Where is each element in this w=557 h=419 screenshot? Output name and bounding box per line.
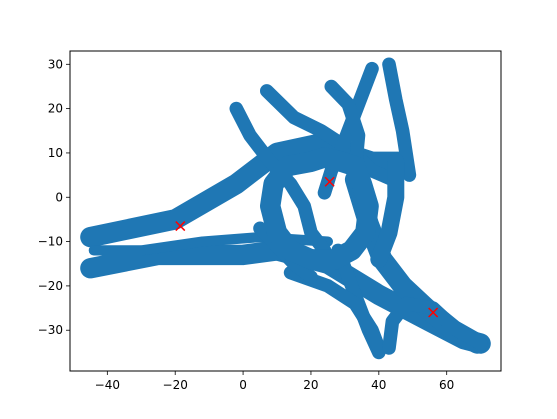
scatter-point-band-14 [260, 147, 379, 270]
red-x-marker [175, 221, 186, 232]
plot-frame [69, 50, 502, 372]
scatter-point-band-8 [324, 79, 366, 178]
x-tick-label: −20 [163, 378, 188, 392]
scatter-point-band-15 [370, 153, 405, 268]
red-x-marker [324, 176, 335, 187]
scatter-point-band-7 [382, 57, 417, 182]
x-tick-label: −40 [95, 378, 120, 392]
red-x-marker [428, 307, 439, 318]
x-tick-label: 60 [439, 378, 454, 392]
y-tick-label: 30 [48, 57, 63, 71]
x-tick-label: 20 [303, 378, 318, 392]
y-tick-label: 10 [48, 146, 63, 160]
scatter-point-band-4 [229, 101, 332, 258]
y-tick-label: 0 [55, 190, 63, 204]
y-tick-label: −30 [38, 323, 63, 337]
x-tick-label: 0 [239, 378, 247, 392]
scatter-point-band-6 [317, 61, 379, 200]
y-tick-label: −20 [38, 279, 63, 293]
scatter-point-band-12 [382, 296, 488, 355]
x-tick-label: 40 [371, 378, 386, 392]
y-tick-label: −10 [38, 235, 63, 249]
y-tick-label: 20 [48, 102, 63, 116]
